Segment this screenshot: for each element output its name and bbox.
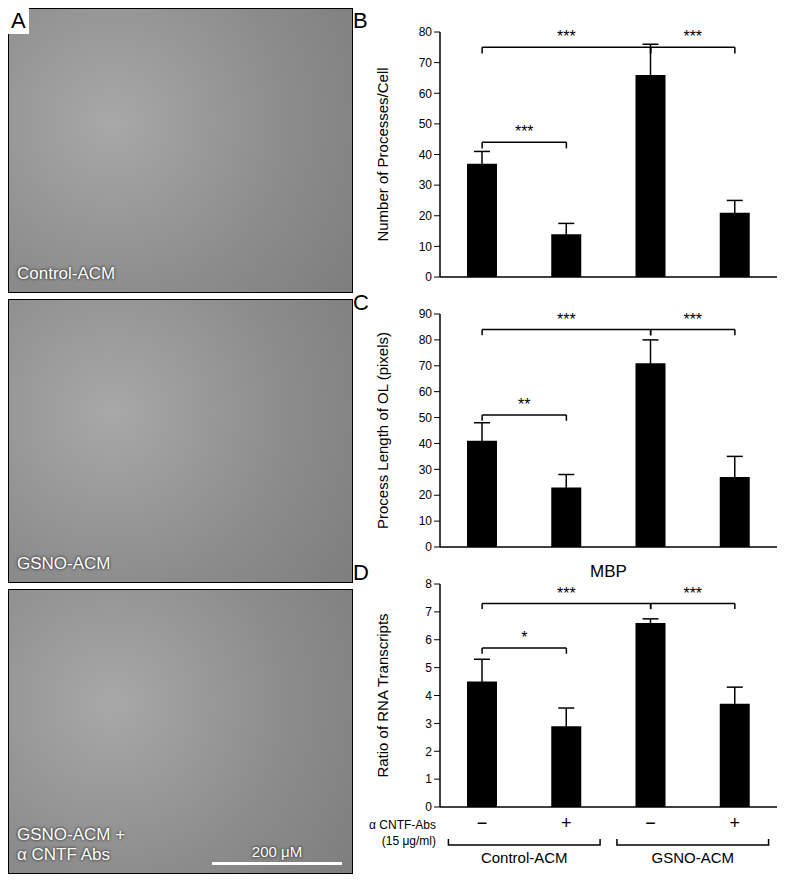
svg-text:20: 20 [419, 209, 433, 223]
svg-text:70: 70 [419, 359, 433, 373]
svg-text:***: *** [557, 28, 576, 45]
svg-text:*: * [521, 629, 527, 646]
svg-text:***: *** [557, 311, 576, 328]
html-text:B: B [353, 8, 368, 33]
html-text:C: C [353, 290, 369, 315]
svg-text:GSNO-ACM: GSNO-ACM [652, 849, 735, 866]
svg-text:Control-ACM: Control-ACM [481, 849, 568, 866]
html-text:α CNTF Abs: α CNTF Abs [17, 845, 110, 864]
svg-text:60: 60 [419, 87, 433, 101]
svg-text:20: 20 [419, 488, 433, 502]
html-text:A: A [11, 8, 26, 33]
svg-text:7: 7 [425, 605, 432, 619]
svg-text:**: ** [518, 396, 530, 413]
svg-text:***: *** [683, 585, 702, 602]
svg-text:***: *** [515, 123, 534, 140]
svg-text:***: *** [683, 311, 702, 328]
svg-text:10: 10 [419, 514, 433, 528]
svg-text:10: 10 [419, 240, 433, 254]
html-text:MBP: MBP [590, 562, 627, 581]
svg-text:−: − [645, 813, 656, 833]
svg-text:30: 30 [419, 178, 433, 192]
svg-text:40: 40 [419, 148, 433, 162]
svg-text:***: *** [557, 585, 576, 602]
html-text:GSNO-ACM: GSNO-ACM [17, 554, 111, 574]
svg-text:+: + [730, 813, 741, 833]
html-text:200 μM: 200 μM [251, 843, 303, 860]
html-text:D: D [353, 560, 369, 585]
svg-text:40: 40 [419, 437, 433, 451]
svg-text:3: 3 [425, 717, 432, 731]
html-text:Control-ACM: Control-ACM [17, 263, 116, 283]
svg-text:0: 0 [425, 270, 432, 284]
svg-text:6: 6 [425, 633, 432, 647]
svg-text:Number of Processes/Cell: Number of Processes/Cell [374, 67, 391, 241]
svg-text:80: 80 [419, 333, 433, 347]
svg-text:0: 0 [425, 800, 432, 814]
svg-text:1: 1 [425, 772, 432, 786]
svg-text:50: 50 [419, 117, 433, 131]
svg-text:30: 30 [419, 463, 433, 477]
svg-text:50: 50 [419, 411, 433, 425]
svg-text:Process Length of OL (pixels): Process Length of OL (pixels) [374, 332, 391, 529]
svg-text:(15 μg/ml): (15 μg/ml) [382, 834, 436, 848]
svg-text:4: 4 [425, 689, 432, 703]
html-text:GSNO-ACM +: GSNO-ACM + [17, 825, 126, 844]
svg-text:Ratio of RNA Transcripts: Ratio of RNA Transcripts [374, 613, 391, 777]
svg-text:90: 90 [419, 307, 433, 321]
svg-text:+: + [561, 813, 572, 833]
svg-text:***: *** [683, 28, 702, 45]
svg-text:α CNTF-Abs: α CNTF-Abs [369, 818, 436, 832]
svg-text:80: 80 [419, 25, 433, 39]
svg-text:60: 60 [419, 385, 433, 399]
svg-text:−: − [477, 813, 488, 833]
svg-text:8: 8 [425, 577, 432, 591]
svg-text:2: 2 [425, 745, 432, 759]
svg-text:70: 70 [419, 56, 433, 70]
svg-text:5: 5 [425, 661, 432, 675]
svg-text:0: 0 [425, 540, 432, 554]
